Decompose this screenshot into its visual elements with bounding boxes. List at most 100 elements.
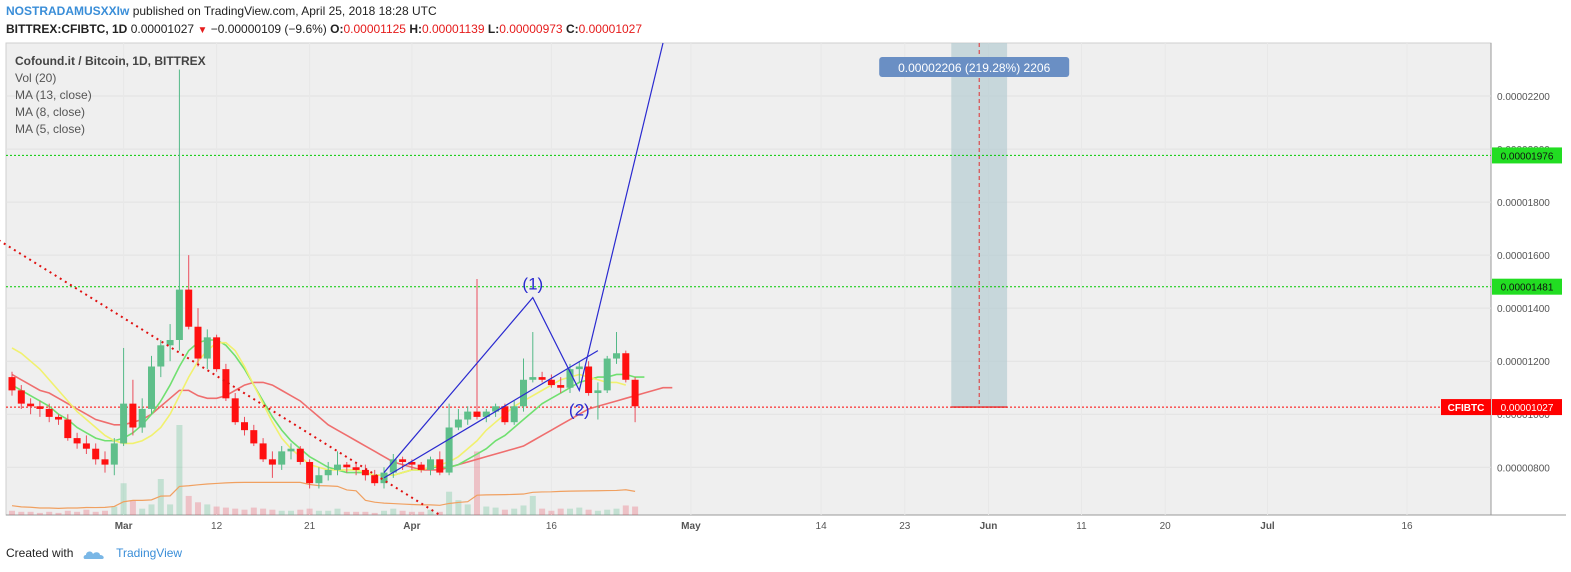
candle-body <box>241 422 248 431</box>
tradingview-link[interactable]: TradingView <box>116 546 183 560</box>
candle-body <box>315 475 323 484</box>
candle-body <box>222 369 230 399</box>
price-tick-label: 0.00000800 <box>1497 463 1550 474</box>
legend-item-volume[interactable]: Vol (20) <box>15 71 57 85</box>
price-tick-label: 0.00001800 <box>1497 198 1550 209</box>
legend-item-ma8[interactable]: MA (8, close) <box>15 105 86 119</box>
close-value: 0.00001027 <box>578 22 643 36</box>
volume-bar <box>18 511 25 515</box>
volume-bar <box>64 510 71 515</box>
target-label-text: 0.00002206 (219.28%) 2206 <box>898 61 1050 75</box>
candle-body <box>27 403 35 407</box>
volume-bar <box>306 508 313 515</box>
candle-body <box>510 406 518 423</box>
candle-body <box>110 443 118 465</box>
candle-body <box>55 416 62 420</box>
candle-body <box>538 377 546 380</box>
down-arrow-icon: ▼ <box>197 25 208 36</box>
price-tags: 0.00001976 0.00001481 CFIBTC 0.00001027 <box>1441 147 1562 416</box>
volume-bar <box>185 495 192 515</box>
volume-bar <box>567 508 573 515</box>
wave-projection[interactable]: (1) (2) <box>383 42 664 479</box>
level-tag <box>1492 147 1562 164</box>
volume-bar <box>241 509 248 515</box>
time-tick-label: Jul <box>1260 521 1275 532</box>
candle-body <box>408 461 416 465</box>
candle-body <box>399 459 407 462</box>
volume-bar <box>139 508 146 515</box>
low-value: 0.00000973 <box>499 22 563 36</box>
volume-bar <box>362 511 369 515</box>
support-levels[interactable] <box>6 154 1491 408</box>
volume-bar <box>222 507 229 515</box>
volume-bar <box>343 511 350 515</box>
time-tick-label: 12 <box>211 521 223 532</box>
symbol-label: BITTREX:CFIBTC, 1D <box>6 22 128 36</box>
candle-body <box>101 459 109 465</box>
time-axis-background <box>6 515 1491 535</box>
volume-bar <box>36 512 43 515</box>
candle-body <box>427 459 434 470</box>
volume-bar <box>427 509 434 515</box>
candle-body <box>17 390 25 404</box>
candle-body <box>547 379 555 386</box>
candle-body <box>501 406 509 423</box>
created-with-text: Created with <box>6 546 74 560</box>
chart-legend: Cofound.it / Bitcoin, 1D, BITTREX Vol (2… <box>15 53 206 138</box>
volume-bar <box>371 512 378 515</box>
target-measure[interactable]: 0.00002206 (219.28%) 2206 <box>879 43 1070 408</box>
candle-body <box>278 451 286 465</box>
volume-bar <box>83 509 90 515</box>
price-tick-label: 0.00001000 <box>1497 410 1550 421</box>
price-tick-label: 0.00001200 <box>1497 357 1550 368</box>
volume-bar <box>260 508 267 515</box>
candle-body <box>82 443 90 449</box>
volume-bar <box>167 504 174 515</box>
open-label: O: <box>330 22 344 36</box>
channel-line <box>383 350 599 479</box>
legend-item-ma5[interactable]: MA (5, close) <box>15 122 86 136</box>
volume-bar <box>539 508 546 515</box>
candle-body <box>520 379 527 407</box>
volume-bar <box>111 506 118 515</box>
low-label: L: <box>487 22 500 36</box>
author-link[interactable]: NOSTRADAMUSXXIw <box>6 4 130 18</box>
publish-info: NOSTRADAMUSXXIw published on TradingView… <box>6 4 437 18</box>
wave-label-1: (1) <box>522 275 543 294</box>
volume-bar <box>390 508 397 515</box>
close-label: C: <box>565 22 579 36</box>
volume-bar <box>232 508 239 515</box>
high-label: H: <box>409 22 422 36</box>
candle-body <box>231 398 239 423</box>
last-price: 0.00001027 <box>130 22 195 36</box>
candle-body <box>129 403 137 428</box>
plot-background <box>5 42 1492 516</box>
candle-body <box>64 419 72 439</box>
candle-body <box>148 366 155 409</box>
level-tag-label: 0.00001481 <box>1501 283 1554 294</box>
trendline[interactable] <box>0 202 441 516</box>
time-tick-label: 21 <box>304 521 316 532</box>
candle-body <box>268 459 276 465</box>
volume-bar <box>46 511 53 515</box>
candle-body <box>194 326 202 359</box>
candle-body <box>454 419 462 428</box>
legend-item-ma13[interactable]: MA (13, close) <box>15 88 92 102</box>
candle-body <box>250 430 258 444</box>
volume-bar <box>585 509 592 515</box>
candle-body <box>36 406 44 409</box>
price-tick-label: 0.00001400 <box>1497 304 1550 315</box>
candle-body <box>8 377 16 391</box>
candle-body <box>259 443 267 460</box>
time-tick-label: Mar <box>115 521 133 532</box>
descending-trendline <box>0 239 441 516</box>
volume-bar <box>418 511 425 515</box>
volume-bar <box>9 510 15 515</box>
price-tick-label: 0.00002200 <box>1497 92 1550 103</box>
candle-body <box>203 337 211 359</box>
candle-body <box>417 464 425 470</box>
candle-body <box>631 379 639 407</box>
volume-bar <box>501 509 508 515</box>
candle-body <box>73 438 81 444</box>
